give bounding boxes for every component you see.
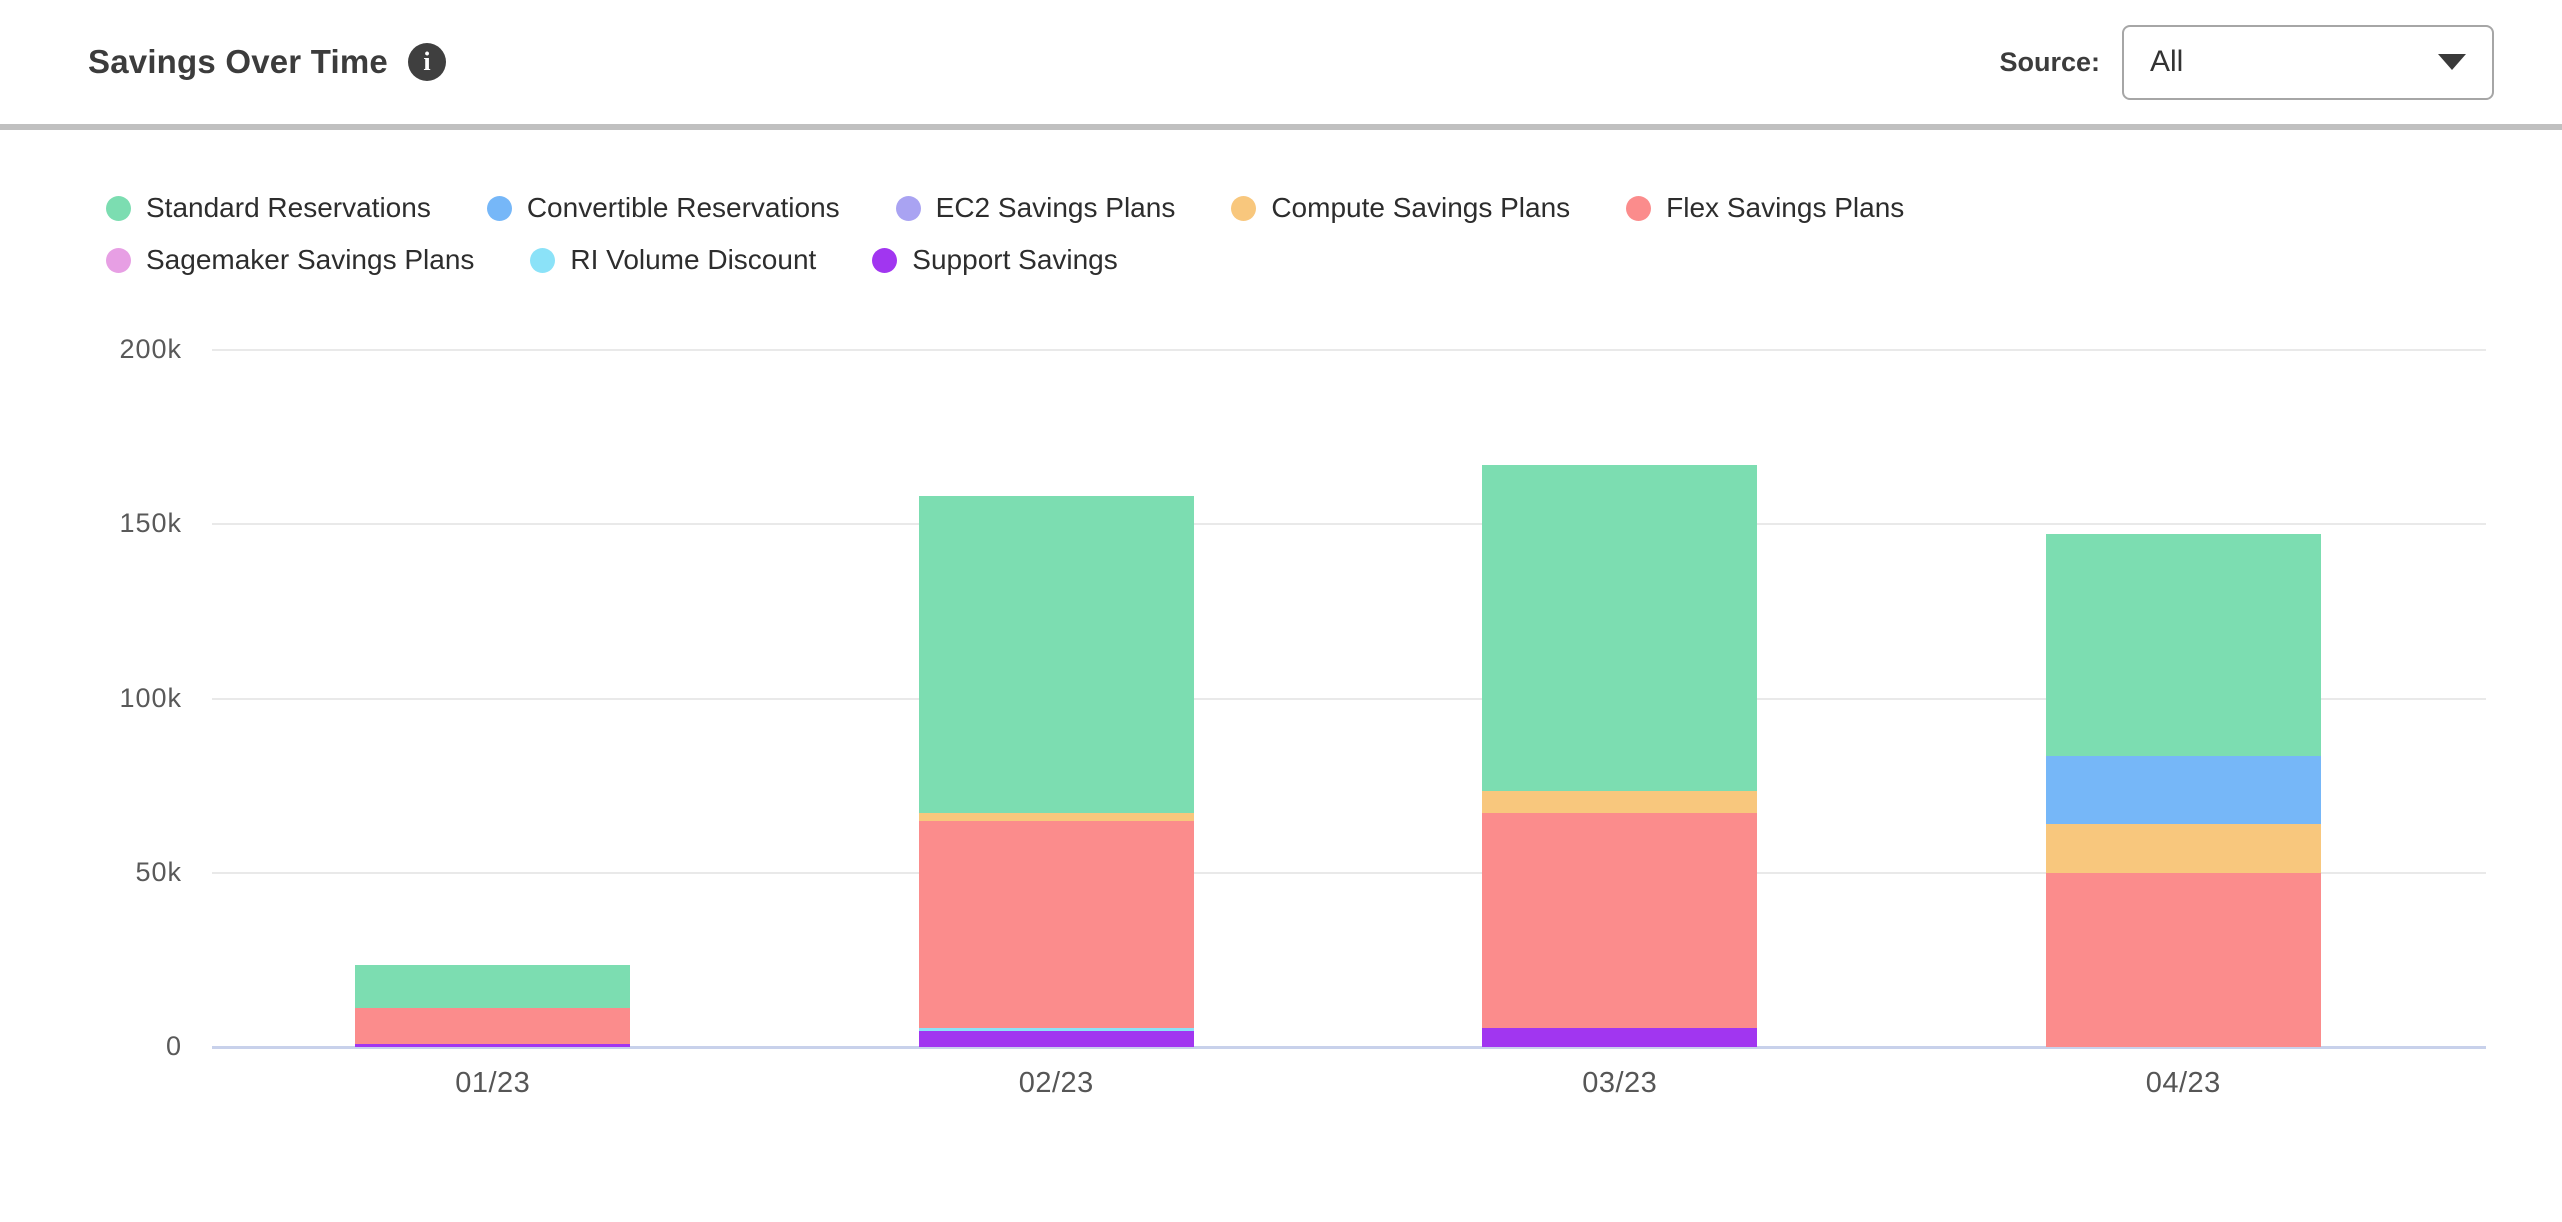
- y-axis-tick-label: 200k: [119, 334, 182, 364]
- legend-item-label: Support Savings: [912, 244, 1118, 275]
- legend-item[interactable]: Flex Savings Plans: [1626, 192, 1904, 224]
- x-axis-tick-label: 02/23: [1018, 1066, 1094, 1099]
- source-control: Source: All: [1999, 24, 2494, 100]
- bar-03/23: [1482, 465, 1758, 1047]
- legend-item-label: EC2 Savings Plans: [935, 192, 1176, 223]
- legend-item-label: Compute Savings Plans: [1271, 192, 1571, 223]
- legend-item-label: RI Volume Discount: [570, 244, 817, 275]
- bar-segment[interactable]: [2045, 755, 2321, 824]
- legend-item-label: Convertible Reservations: [526, 192, 840, 223]
- legend-dot-icon: [1231, 195, 1257, 221]
- legend-item[interactable]: EC2 Savings Plans: [895, 192, 1176, 224]
- bar-segment[interactable]: [918, 813, 1194, 822]
- bar-segment[interactable]: [918, 821, 1194, 1028]
- y-axis-tick-label: 0: [165, 1031, 182, 1061]
- legend-item[interactable]: Convertible Reservations: [486, 192, 840, 224]
- legend-item-label: Standard Reservations: [146, 192, 431, 223]
- y-axis-tick-label: 50k: [135, 856, 182, 887]
- x-axis-line: [212, 1045, 2486, 1049]
- legend-row: Sagemaker Savings Plans RI Volume Discoun…: [106, 244, 2456, 276]
- bar-segment[interactable]: [355, 1043, 631, 1047]
- legend-dot-icon: [106, 195, 131, 221]
- bar-segment[interactable]: [355, 965, 631, 1008]
- bar-segment[interactable]: [918, 496, 1194, 814]
- bar-segment[interactable]: [2045, 872, 2321, 1047]
- bar-02/23: [918, 496, 1194, 1047]
- title-wrap: Savings Over Time i: [88, 43, 446, 81]
- legend-item-label: Flex Savings Plans: [1666, 192, 1905, 223]
- legend-dot-icon: [872, 247, 898, 273]
- bar-04/23: [2045, 534, 2321, 1047]
- legend-item[interactable]: Support Savings: [872, 244, 1118, 276]
- legend-item[interactable]: RI Volume Discount: [530, 244, 816, 276]
- bar-segment[interactable]: [2045, 823, 2321, 873]
- legend-item-label: Sagemaker Savings Plans: [146, 244, 475, 275]
- bar-segment[interactable]: [1482, 813, 1758, 1029]
- bar-segment[interactable]: [1482, 465, 1758, 791]
- source-selected-value: All: [2150, 45, 2184, 78]
- y-axis-tick-label: 150k: [119, 508, 182, 539]
- bar-segment[interactable]: [918, 1027, 1194, 1031]
- legend-item[interactable]: Compute Savings Plans: [1231, 192, 1570, 224]
- x-axis-tick-label: 01/23: [455, 1066, 531, 1099]
- bar-01/23: [355, 965, 631, 1047]
- page-title: Savings Over Time: [88, 43, 388, 80]
- chart-header: Savings Over Time i Source: All: [0, 0, 2562, 124]
- gridline: [212, 697, 2486, 700]
- legend-item[interactable]: Standard Reservations: [106, 192, 431, 224]
- chevron-down-icon: [2438, 54, 2466, 70]
- source-dropdown[interactable]: All: [2122, 24, 2494, 100]
- x-axis-tick-label: 03/23: [1582, 1066, 1658, 1099]
- source-label: Source:: [1999, 46, 2100, 77]
- bar-segment[interactable]: [918, 1030, 1194, 1047]
- gridline: [212, 349, 2486, 351]
- legend-dot-icon: [106, 247, 131, 273]
- bar-segment[interactable]: [355, 1007, 631, 1044]
- header-divider: [0, 124, 2562, 130]
- legend-row: Standard Reservations Convertible Reserva…: [106, 192, 2456, 224]
- legend-dot-icon: [530, 247, 556, 273]
- gridline: [212, 523, 2486, 526]
- legend-dot-icon: [486, 195, 512, 221]
- bar-segment[interactable]: [2045, 534, 2321, 756]
- legend-item[interactable]: Sagemaker Savings Plans: [106, 244, 474, 276]
- chart-legend: Standard Reservations Convertible Reserva…: [106, 192, 2456, 276]
- legend-dot-icon: [895, 195, 921, 221]
- bar-segment[interactable]: [1482, 790, 1758, 814]
- info-icon[interactable]: i: [407, 43, 446, 81]
- legend-dot-icon: [1626, 195, 1652, 221]
- gridline: [212, 871, 2486, 874]
- x-axis-tick-label: 04/23: [2145, 1066, 2221, 1099]
- y-axis-tick-label: 100k: [119, 682, 182, 713]
- bar-segment[interactable]: [1482, 1028, 1758, 1047]
